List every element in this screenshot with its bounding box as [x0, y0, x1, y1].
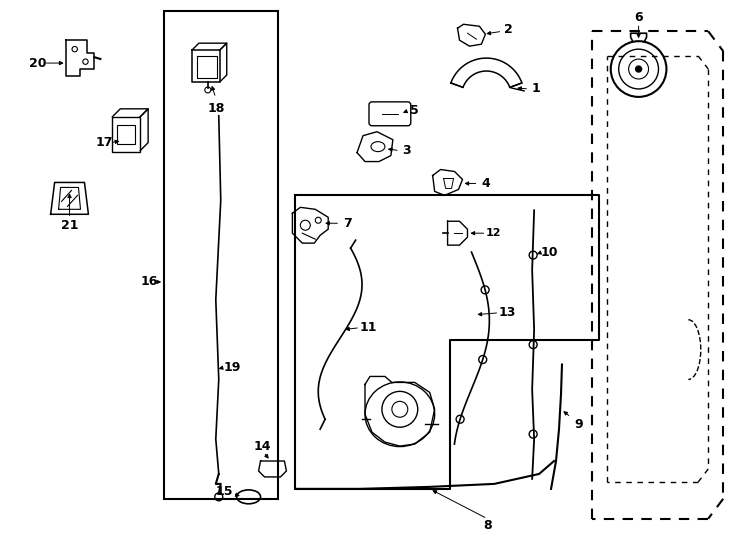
- Text: 7: 7: [343, 217, 352, 230]
- Text: 15: 15: [216, 485, 233, 498]
- Text: 9: 9: [575, 418, 584, 431]
- Text: 17: 17: [95, 136, 113, 149]
- Text: 20: 20: [29, 57, 46, 70]
- Text: 6: 6: [634, 11, 643, 24]
- Text: 5: 5: [410, 104, 419, 117]
- Text: 4: 4: [481, 177, 490, 190]
- Text: 14: 14: [254, 440, 272, 453]
- Text: 12: 12: [486, 228, 501, 238]
- Bar: [164, 11, 278, 499]
- Text: 2: 2: [504, 23, 512, 36]
- Text: 3: 3: [402, 144, 411, 157]
- Circle shape: [636, 66, 642, 72]
- Text: 1: 1: [531, 83, 540, 96]
- Text: 18: 18: [207, 103, 225, 116]
- Text: 19: 19: [224, 361, 241, 374]
- Bar: [117, 125, 135, 144]
- Text: 13: 13: [498, 306, 516, 319]
- Text: 11: 11: [359, 321, 377, 334]
- Text: 8: 8: [483, 519, 492, 532]
- Text: 21: 21: [61, 219, 79, 232]
- Text: 16: 16: [140, 275, 158, 288]
- Text: 10: 10: [540, 246, 558, 259]
